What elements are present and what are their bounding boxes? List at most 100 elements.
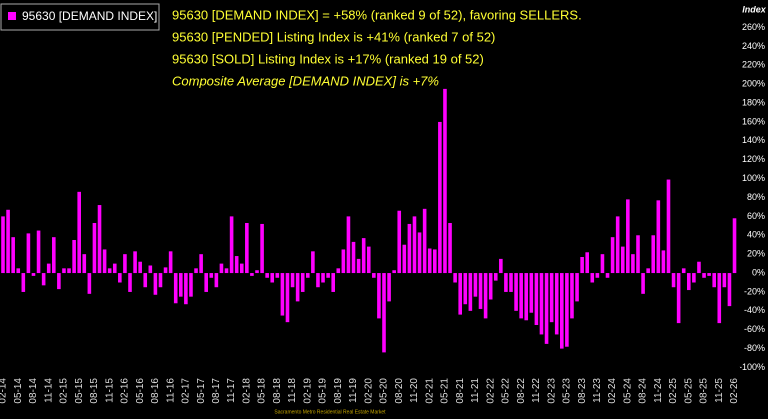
bar bbox=[173, 273, 178, 304]
y-tick-label: 140% bbox=[742, 135, 765, 145]
bar bbox=[57, 273, 61, 290]
bar bbox=[265, 273, 269, 278]
bar bbox=[118, 273, 122, 283]
x-tick-label: 02-26 bbox=[729, 378, 740, 404]
bar bbox=[189, 273, 193, 297]
bar bbox=[417, 232, 422, 274]
bar bbox=[67, 268, 71, 274]
bar bbox=[82, 254, 87, 274]
x-tick-label: 08-14 bbox=[28, 378, 39, 404]
bar bbox=[143, 273, 148, 288]
x-tick-label: 02-17 bbox=[181, 378, 192, 404]
bar bbox=[468, 273, 473, 311]
bar bbox=[346, 216, 351, 274]
bar bbox=[626, 199, 630, 274]
y-tick-label: 40% bbox=[747, 230, 765, 240]
bar bbox=[372, 273, 376, 278]
x-tick-label: 05-24 bbox=[622, 378, 633, 404]
bar bbox=[290, 273, 295, 288]
bar bbox=[697, 261, 701, 274]
bar bbox=[219, 263, 224, 274]
bar bbox=[377, 273, 381, 319]
x-tick-label: 05-19 bbox=[318, 378, 329, 404]
x-tick-label: 11-25 bbox=[714, 378, 725, 403]
bar bbox=[666, 179, 671, 274]
bar bbox=[671, 273, 676, 288]
y-tick-label: 240% bbox=[742, 41, 765, 51]
x-tick-label: 02-21 bbox=[424, 378, 435, 404]
y-tick-label: -20% bbox=[744, 286, 765, 296]
annotation: 95630 [DEMAND INDEX] = +58% (ranked 9 of… bbox=[172, 7, 582, 22]
bar bbox=[138, 261, 142, 274]
bar bbox=[11, 237, 15, 274]
x-tick-label: 02-15 bbox=[59, 378, 70, 404]
bar bbox=[600, 254, 605, 274]
x-tick-label: 05-16 bbox=[135, 378, 146, 404]
x-tick-label: 02-20 bbox=[363, 378, 374, 404]
y-tick-label: 160% bbox=[742, 116, 765, 126]
bar bbox=[128, 273, 132, 292]
bar bbox=[36, 230, 41, 274]
x-tick-label: 11-23 bbox=[592, 378, 603, 403]
bar bbox=[483, 273, 488, 319]
x-tick-label: 05-22 bbox=[501, 378, 512, 404]
bar bbox=[260, 223, 264, 274]
bar bbox=[148, 265, 153, 274]
bar bbox=[732, 218, 737, 274]
x-tick-label: 11-14 bbox=[43, 378, 54, 403]
x-tick-label: 05-21 bbox=[440, 378, 451, 404]
annotation: Composite Average [DEMAND INDEX] is +7% bbox=[172, 73, 439, 88]
bar bbox=[336, 268, 341, 274]
bar bbox=[234, 256, 239, 274]
x-tick-label: 02-25 bbox=[668, 378, 679, 404]
bar bbox=[641, 273, 645, 294]
x-tick-label: 11-19 bbox=[348, 378, 359, 403]
x-tick-label: 11-20 bbox=[409, 378, 420, 403]
x-tick-label: 05-14 bbox=[13, 378, 24, 404]
bar bbox=[184, 273, 188, 305]
bar bbox=[255, 270, 259, 274]
annotation: 95630 [PENDED] Listing Index is +41% (ra… bbox=[172, 29, 495, 44]
bar bbox=[204, 273, 208, 292]
bar bbox=[387, 273, 391, 302]
bar bbox=[727, 273, 732, 307]
x-tick-label: 02-24 bbox=[607, 378, 618, 404]
bar bbox=[280, 273, 285, 316]
bar bbox=[504, 273, 508, 292]
bar bbox=[580, 257, 584, 274]
bar bbox=[443, 88, 447, 274]
bar bbox=[133, 251, 137, 274]
bar bbox=[702, 273, 706, 278]
bar bbox=[509, 273, 513, 292]
x-tick-label: 11-22 bbox=[531, 378, 542, 403]
x-tick-label: 08-19 bbox=[333, 378, 344, 404]
bar bbox=[681, 268, 686, 274]
bar bbox=[351, 241, 356, 274]
bar bbox=[224, 268, 229, 274]
bar bbox=[473, 273, 478, 297]
bar bbox=[382, 273, 386, 353]
bar bbox=[285, 273, 290, 323]
bar bbox=[239, 263, 244, 274]
bar bbox=[519, 273, 523, 319]
y-tick-label: -60% bbox=[744, 324, 765, 334]
bar bbox=[575, 273, 579, 302]
bar bbox=[615, 216, 620, 274]
y-tick-label: -40% bbox=[744, 305, 765, 315]
bar bbox=[194, 268, 198, 274]
bar bbox=[214, 273, 219, 288]
x-tick-label: 08-17 bbox=[211, 378, 222, 404]
bar bbox=[687, 273, 691, 291]
bar bbox=[463, 273, 468, 305]
bar bbox=[514, 273, 518, 311]
bar bbox=[41, 273, 46, 286]
bar bbox=[656, 200, 661, 274]
x-tick-label: 05-20 bbox=[379, 378, 390, 404]
bar bbox=[610, 237, 615, 274]
bar bbox=[661, 250, 666, 274]
x-tick-label: 11-16 bbox=[165, 378, 176, 403]
bar bbox=[448, 223, 452, 274]
bar bbox=[707, 273, 711, 276]
y-tick-label: 80% bbox=[747, 192, 765, 202]
bar bbox=[438, 121, 442, 274]
